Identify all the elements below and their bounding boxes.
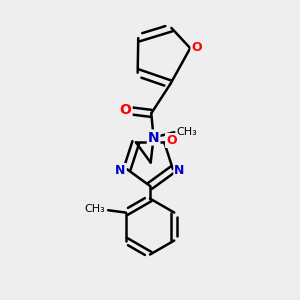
Text: N: N: [148, 130, 159, 145]
Text: CH₃: CH₃: [84, 204, 105, 214]
Text: O: O: [120, 103, 132, 117]
Text: CH₃: CH₃: [177, 127, 197, 136]
Text: N: N: [116, 164, 126, 177]
Text: O: O: [191, 41, 202, 54]
Text: O: O: [166, 134, 177, 147]
Text: N: N: [174, 164, 184, 177]
